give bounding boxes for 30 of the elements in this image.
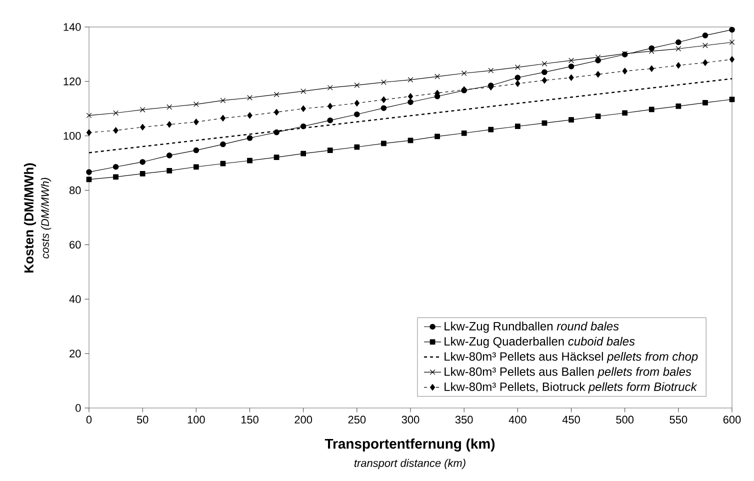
x-tick-label: 500 <box>616 416 634 424</box>
text: costs (DM/MWh) <box>40 178 52 258</box>
x-tick-label: 450 <box>562 416 580 424</box>
y-tick-label: 120 <box>64 78 81 86</box>
y-tick-label: 40 <box>69 295 81 304</box>
x-tick-label: 50 <box>136 416 148 424</box>
y-tick-label: 140 <box>64 23 81 31</box>
legend-label: Lkw-Zug Rundballen round bales <box>444 322 619 333</box>
y-tick-label: 100 <box>64 132 81 140</box>
legend-label: Lkw-Zug Quaderballen cuboid bales <box>444 336 635 348</box>
y-tick-label: 0 <box>76 404 81 412</box>
legend-label: Lkw-80m³ Pellets, Biotruck pellets form Biotruck <box>444 382 698 394</box>
x-tick-label: 250 <box>348 416 366 424</box>
x-tick-label: 0 <box>86 416 92 424</box>
x-tick-label: 150 <box>241 416 258 424</box>
text: transport distance (km) <box>354 458 466 470</box>
x-tick-label: 400 <box>508 416 526 424</box>
x-axis-title: Transportentfernung (km) <box>324 438 495 452</box>
x-tick-label: 550 <box>670 416 688 424</box>
x-tick-label: 600 <box>723 416 741 424</box>
x-tick-label: 350 <box>455 416 473 424</box>
x-tick-label: 300 <box>402 416 420 424</box>
y-tick-label: 60 <box>70 240 81 249</box>
x-tick-label: 200 <box>294 416 312 424</box>
y-axis-title: Kosten (DM/MWh) <box>24 163 36 273</box>
y-tick-label: 20 <box>70 350 81 358</box>
y-tick-label: 80 <box>70 186 81 194</box>
x-tick-label: 100 <box>188 416 205 424</box>
legend-label: Lkw-80m³ Pellets aus Ballen pellets from bales <box>444 367 692 378</box>
legend-label: Lkw-80m³ Pellets aus Häcksel pellets from chop <box>444 352 698 364</box>
